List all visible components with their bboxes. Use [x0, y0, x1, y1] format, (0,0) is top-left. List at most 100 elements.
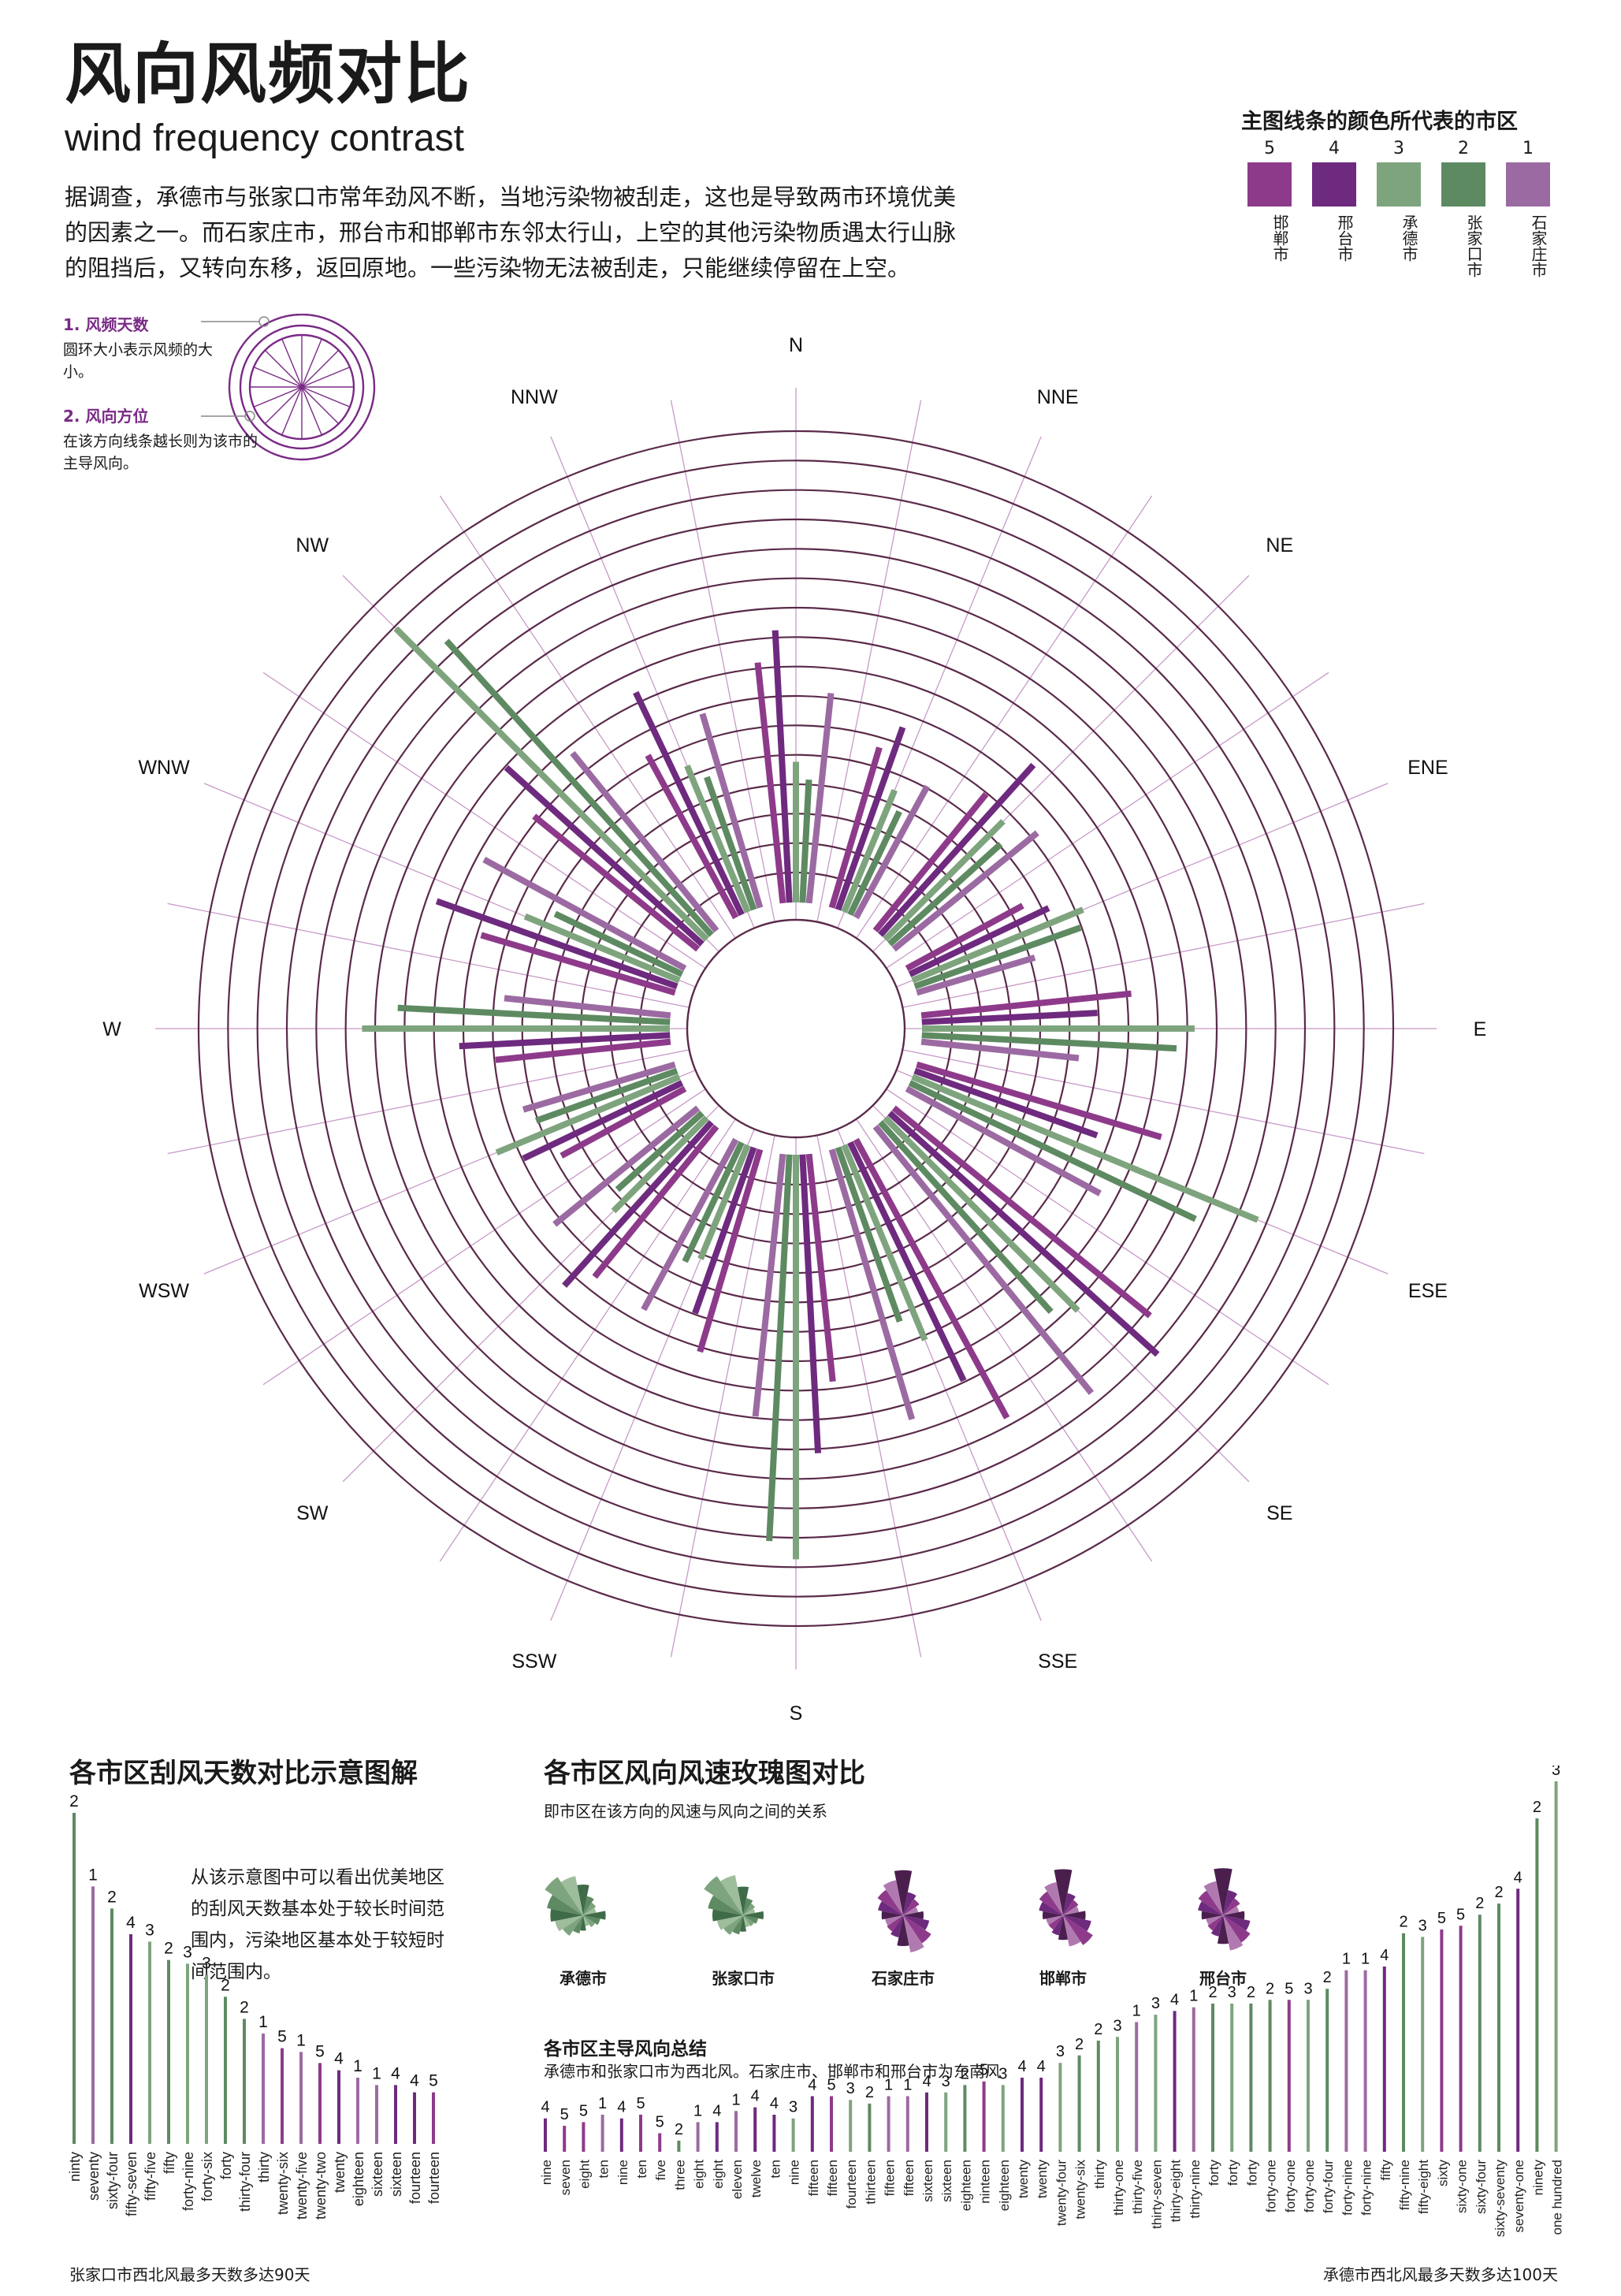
wind-bar-ESE-5 — [916, 1061, 1162, 1141]
wind-bar-SW-2 — [615, 1111, 705, 1193]
wind-bar-SSE-5 — [853, 1137, 1010, 1420]
rose-petal — [550, 1908, 583, 1922]
rose-petal — [883, 1880, 903, 1915]
rose-petal — [1054, 1869, 1073, 1915]
right-bar-number: 1 — [598, 2095, 607, 2112]
mini-rose-city: 石家庄市 — [872, 1969, 935, 1988]
page-subtitle: wind frequency contrast — [65, 117, 464, 159]
wind-bar-ENE-1 — [916, 954, 1036, 996]
key-title-direction: 2. 风向方位 — [63, 407, 149, 426]
wind-bar-N-2 — [799, 779, 812, 903]
right-bar-number: 4 — [770, 2095, 779, 2112]
legend-number: 5 — [1264, 139, 1275, 158]
right-bar-number: 4 — [1037, 2058, 1046, 2075]
legend-number: 3 — [1393, 139, 1404, 158]
key-spoke — [301, 367, 351, 388]
right-bar-number: 4 — [712, 2102, 721, 2119]
right-bar-label: forty — [1244, 2160, 1259, 2186]
left-bar-label: eighteen — [351, 2152, 366, 2206]
right-bar-label: forty — [1225, 2160, 1240, 2186]
rose-petal — [739, 1915, 747, 1932]
wind-bar-ESE-2 — [908, 1080, 1197, 1222]
right-bar-label: thirty-one — [1111, 2160, 1126, 2216]
rose-petal — [1206, 1915, 1223, 1926]
radial-spoke — [439, 495, 736, 939]
left-bar-label: twenty-six — [275, 2152, 291, 2215]
rose-petal — [583, 1915, 596, 1928]
right-bar-number: 3 — [846, 2080, 855, 2097]
mini-rose-city: 邢台市 — [1199, 1969, 1247, 1988]
right-bar-number: 5 — [1437, 1910, 1446, 1927]
direction-label: SSW — [511, 1650, 556, 1673]
radial-spoke — [902, 902, 1425, 1008]
wind-bar-E-2 — [921, 1032, 1177, 1052]
left-bar-number: 4 — [410, 2072, 419, 2090]
left-bar-label: forty-six — [199, 2152, 215, 2201]
frequency-ring — [227, 460, 1365, 1598]
wind-bar-N-4 — [771, 630, 793, 903]
right-bar-number: 3 — [1056, 2043, 1065, 2060]
left-bar-number: 1 — [88, 1866, 98, 1884]
wind-bar-E-1 — [920, 1038, 1080, 1062]
rose-petal — [1223, 1915, 1244, 1951]
right-bar-label: forty-one — [1264, 2160, 1279, 2212]
right-bar-label: forty-one — [1283, 2160, 1298, 2212]
radial-spoke — [856, 495, 1153, 939]
right-bar-label: seventy-one — [1511, 2160, 1526, 2233]
rose-petal — [743, 1898, 753, 1915]
wind-bar-NNW-3 — [684, 765, 751, 914]
rose-petal — [903, 1915, 924, 1953]
rose-petal — [572, 1915, 583, 1933]
right-bar-label: forty-nine — [1340, 2160, 1355, 2216]
wind-bar-WNW-3 — [523, 913, 681, 984]
radial-spoke — [439, 1118, 736, 1562]
right-bar-label: nine — [539, 2160, 554, 2185]
left-bar-label: sixteen — [370, 2152, 385, 2197]
wind-bar-E-4 — [921, 1010, 1098, 1025]
right-bar-label: forty-one — [1302, 2160, 1317, 2212]
wind-bar-SSE-1 — [828, 1148, 916, 1420]
wind-bar-SW-4 — [562, 1120, 714, 1288]
rose-petal — [547, 1894, 583, 1915]
wind-bar-N-5 — [754, 662, 786, 904]
rose-petal — [583, 1911, 606, 1920]
wind-bar-S-4 — [799, 1154, 822, 1453]
right-bar-number: 3 — [789, 2099, 797, 2116]
left-bar-number: 2 — [221, 1976, 230, 1994]
rose-petal — [890, 1915, 903, 1938]
right-bar-number: 5 — [1285, 1980, 1293, 1997]
right-bar-label: ninety — [1530, 2160, 1545, 2196]
direction-label: NE — [1266, 534, 1293, 556]
rose-petal — [897, 1915, 909, 1946]
right-bar-number: 3 — [942, 2073, 950, 2090]
left-bar-label: fourteen — [407, 2152, 423, 2204]
wind-bar-SSW-3 — [697, 1144, 751, 1260]
right-bar-number: 2 — [1075, 2036, 1084, 2053]
direction-label: S — [790, 1702, 803, 1725]
right-bar-label: five — [653, 2160, 668, 2180]
left-bar-label: ninty — [67, 2152, 83, 2182]
right-bar-label: thirteen — [863, 2160, 878, 2205]
wind-bar-NW-1 — [570, 750, 719, 933]
direction-label: N — [789, 334, 803, 356]
right-bar-number: 4 — [1380, 1947, 1389, 1964]
wind-bar-SW-5 — [592, 1124, 719, 1279]
direction-label: ESE — [1408, 1280, 1448, 1302]
right-bar-label: ninteen — [978, 2160, 993, 2204]
key-spoke — [301, 386, 340, 425]
radial-spoke — [167, 1049, 690, 1155]
left-bar-number: 4 — [391, 2064, 400, 2082]
right-bar-label: forty — [1206, 2160, 1221, 2186]
right-bar-label: eighteen — [997, 2160, 1012, 2211]
summary-title: 各市区主导风向总结 — [544, 2039, 707, 2060]
direction-label: SE — [1266, 1502, 1292, 1524]
left-bar-number: 5 — [315, 2042, 325, 2060]
wind-bar-NE-2 — [887, 841, 1003, 947]
legend-city: 张家口市 — [1464, 214, 1483, 277]
wind-bar-W-5 — [495, 1038, 671, 1063]
left-bar-label: twenty-five — [294, 2152, 310, 2220]
right-bar-label: thirty-seven — [1149, 2160, 1164, 2229]
right-bar-label: sixty — [1435, 2160, 1450, 2187]
legend-title: 主图线条的颜色所代表的市区 — [1241, 110, 1518, 134]
wind-bar-WNW-4 — [435, 898, 679, 990]
